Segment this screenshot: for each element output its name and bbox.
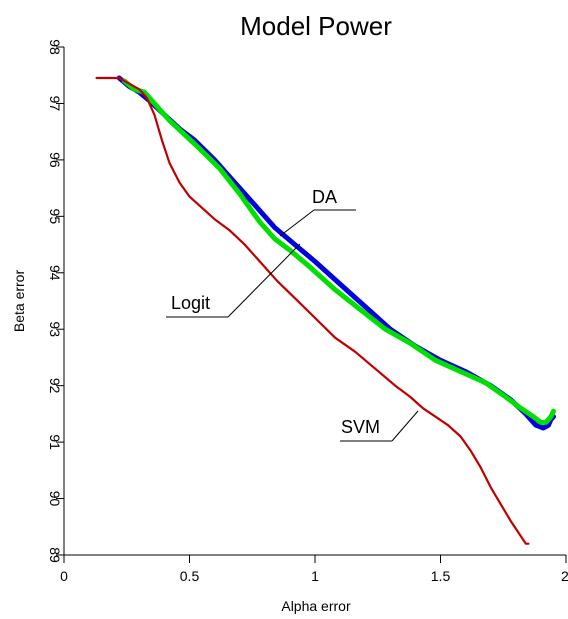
- y-tick-label: 94: [47, 265, 63, 281]
- y-tick-label: 92: [47, 378, 63, 394]
- plot-area: 0 0.5 1 1.5 2 89 90 91 92 93 94 95 96 97 98 DA Logit …: [47, 39, 568, 584]
- y-axis-label: Beta error: [11, 270, 27, 333]
- x-ticks: 0 0.5 1 1.5 2: [60, 555, 568, 584]
- x-tick-label: 2: [561, 568, 568, 584]
- y-tick-label: 93: [47, 321, 63, 337]
- annotation-da: DA: [312, 187, 337, 207]
- y-tick-label: 91: [47, 434, 63, 450]
- x-tick-label: 1: [311, 568, 319, 584]
- y-tick-label: 90: [47, 491, 63, 507]
- series-line-logit: [121, 78, 556, 425]
- logit-leader-line: [227, 243, 301, 318]
- svm-leader-line: [391, 410, 419, 442]
- y-tick-label: 96: [47, 152, 63, 168]
- x-axis-label: Alpha error: [281, 598, 351, 614]
- da-leader-line: [279, 209, 315, 237]
- y-tick-label: 97: [47, 96, 63, 112]
- x-tick-label: 0.5: [180, 568, 200, 584]
- series-group: [95, 75, 556, 545]
- annotations-group: DA Logit SVM: [166, 187, 419, 442]
- y-tick-label: 95: [47, 209, 63, 225]
- chart-title: Model Power: [240, 11, 392, 41]
- y-ticks: 89 90 91 92 93 94 95 96 97 98: [47, 39, 64, 563]
- y-tick-label: 98: [47, 39, 63, 55]
- annotation-svm: SVM: [341, 417, 380, 437]
- annotation-logit: Logit: [171, 293, 210, 313]
- series-line-svm: [95, 76, 530, 545]
- series-line-da: [116, 75, 556, 431]
- x-tick-label: 1.5: [431, 568, 451, 584]
- y-tick-label: 89: [47, 547, 63, 563]
- x-tick-label: 0: [60, 568, 68, 584]
